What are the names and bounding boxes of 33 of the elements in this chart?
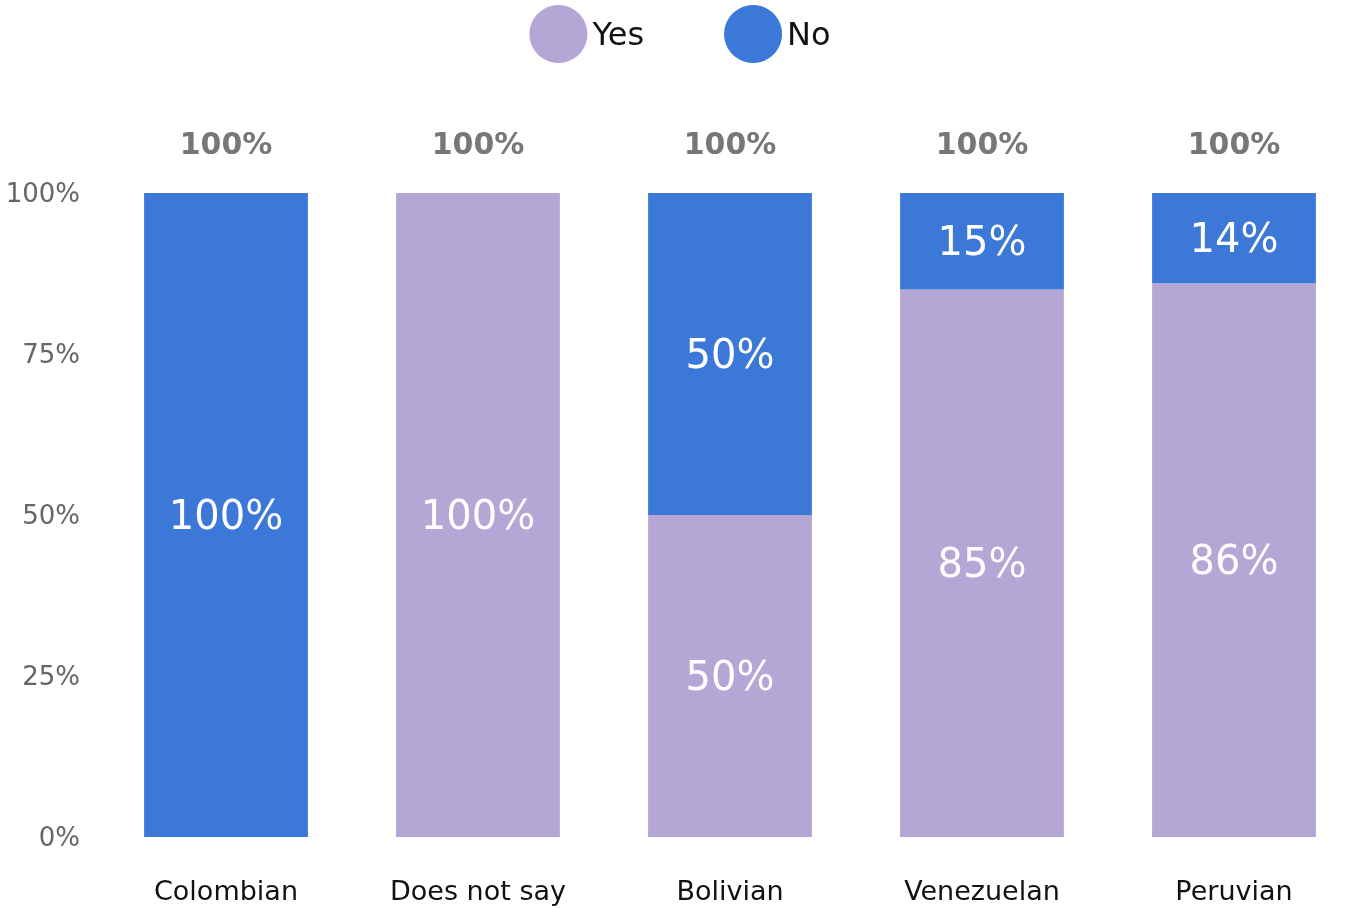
total-label: 100% [1187,125,1281,161]
bar [1152,193,1316,284]
data-label: 50% [685,331,775,377]
bar [396,193,560,837]
data-label: 14% [1189,215,1279,262]
bar [1152,283,1316,837]
x-tick-label: Colombian [154,875,298,906]
bar [900,289,1064,837]
data-label: 86% [1189,537,1279,584]
data-label: 100% [420,492,536,538]
data-label: 85% [937,540,1027,587]
data-label: 50% [685,653,775,699]
total-label: 100% [431,125,525,161]
total-label: 100% [179,125,273,161]
y-tick-label: 75% [22,339,80,369]
bar [648,515,812,837]
y-tick-label: 100% [5,178,80,208]
x-tick-label: Does not say [390,875,566,906]
total-label: 100% [935,125,1029,161]
y-tick-label: 50% [22,500,80,530]
bar [648,193,812,515]
legend-label: Yes [591,15,645,53]
x-tick-label: Venezuelan [904,875,1060,906]
y-tick-label: 0% [38,822,80,852]
bar [900,193,1064,290]
data-label: 15% [937,218,1027,265]
x-tick-label: Bolivian [676,875,784,906]
y-tick-label: 25% [22,661,80,691]
x-tick-label: Peruvian [1175,875,1293,906]
data-label: 100% [168,492,284,538]
legend-label: No [787,15,831,53]
total-label: 100% [683,125,777,161]
bar [144,193,308,837]
